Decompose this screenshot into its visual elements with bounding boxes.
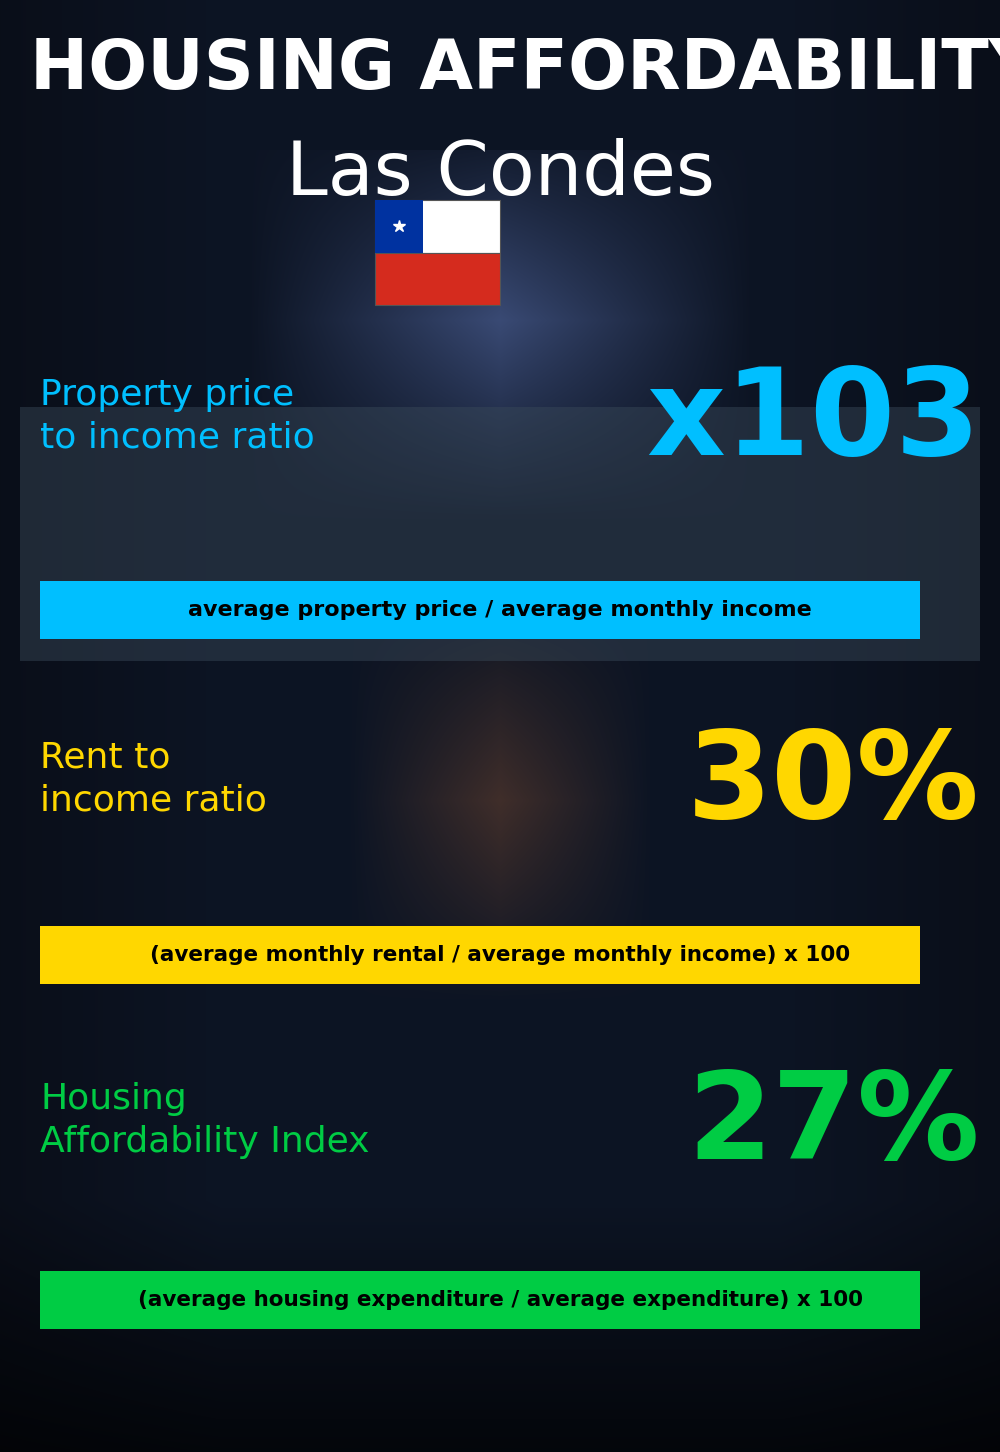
Text: 30%: 30% <box>687 726 980 844</box>
Text: (average housing expenditure / average expenditure) x 100: (average housing expenditure / average e… <box>138 1289 862 1310</box>
Text: x103: x103 <box>646 363 980 481</box>
FancyBboxPatch shape <box>20 407 980 661</box>
FancyBboxPatch shape <box>375 253 500 305</box>
FancyBboxPatch shape <box>40 581 920 639</box>
FancyBboxPatch shape <box>375 200 422 253</box>
Text: 27%: 27% <box>688 1067 980 1185</box>
Text: Rent to
income ratio: Rent to income ratio <box>40 741 267 817</box>
FancyBboxPatch shape <box>40 926 920 984</box>
FancyBboxPatch shape <box>40 1270 920 1329</box>
FancyBboxPatch shape <box>375 200 500 253</box>
Text: (average monthly rental / average monthly income) x 100: (average monthly rental / average monthl… <box>150 945 850 966</box>
Text: average property price / average monthly income: average property price / average monthly… <box>188 600 812 620</box>
Text: Property price
to income ratio: Property price to income ratio <box>40 378 315 454</box>
Text: Housing
Affordability Index: Housing Affordability Index <box>40 1082 370 1159</box>
Text: Las Condes: Las Condes <box>286 138 714 211</box>
Text: HOUSING AFFORDABILITY: HOUSING AFFORDABILITY <box>30 36 1000 103</box>
